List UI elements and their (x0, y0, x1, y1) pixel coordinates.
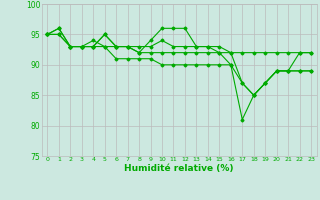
X-axis label: Humidité relative (%): Humidité relative (%) (124, 164, 234, 173)
